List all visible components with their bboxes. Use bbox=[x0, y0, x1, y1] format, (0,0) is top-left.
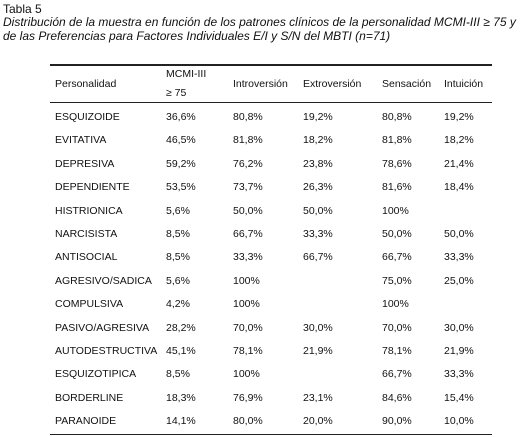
cell-value: 100% bbox=[382, 204, 409, 217]
cell-value: 81,6% bbox=[382, 181, 412, 194]
cell-value: 8,5% bbox=[166, 368, 190, 381]
bottom-rule bbox=[50, 434, 492, 435]
cell-value: 45,1% bbox=[166, 345, 196, 357]
column-header: Personalidad bbox=[55, 78, 117, 90]
cell-value: 25,0% bbox=[444, 274, 474, 287]
row-label: COMPULSIVA bbox=[55, 298, 124, 311]
cell-value: 70,0% bbox=[382, 321, 412, 334]
header-rule bbox=[50, 102, 492, 103]
cell-value: 46,5% bbox=[166, 134, 196, 147]
cell-value: 18,2% bbox=[444, 134, 474, 147]
row-label: NARCISISTA bbox=[55, 228, 118, 240]
cell-value: 8,5% bbox=[166, 251, 190, 264]
cell-value: 100% bbox=[382, 298, 409, 311]
row-label: AGRESIVO/SADICA bbox=[55, 274, 152, 287]
row-label: ESQUIZOTIPICA bbox=[55, 368, 137, 381]
cell-value: 33,3% bbox=[444, 368, 474, 381]
table-label: Tabla 5 bbox=[3, 2, 42, 16]
cell-value: 5,6% bbox=[166, 274, 190, 287]
cell-value: 81,8% bbox=[233, 134, 263, 147]
cell-value: 75,0% bbox=[382, 274, 412, 287]
cell-value: 50,0% bbox=[233, 204, 263, 217]
row-label: PASIVO/AGRESIVA bbox=[55, 321, 150, 334]
column-header: Sensación bbox=[382, 78, 432, 90]
top-rule bbox=[50, 64, 492, 66]
cell-value: 21,9% bbox=[444, 345, 474, 357]
cell-value: 78,1% bbox=[382, 345, 412, 357]
cell-value: 26,3% bbox=[303, 181, 333, 194]
cell-value: 66,7% bbox=[303, 251, 333, 264]
cell-value: 33,3% bbox=[233, 251, 263, 264]
cell-value: 84,6% bbox=[382, 391, 412, 404]
cell-value: 59,2% bbox=[166, 157, 196, 170]
cell-value: 66,7% bbox=[382, 368, 412, 381]
cell-value: 18,3% bbox=[166, 391, 196, 404]
cell-value: 100% bbox=[233, 274, 260, 287]
cell-value: 14,1% bbox=[166, 415, 196, 428]
row-label: DEPRESIVA bbox=[55, 157, 115, 170]
row-label: BORDERLINE bbox=[55, 391, 124, 404]
cell-value: 50,0% bbox=[444, 228, 474, 240]
cell-value: 21,9% bbox=[303, 345, 333, 357]
cell-value: 81,8% bbox=[382, 134, 412, 147]
row-label: PARANOIDE bbox=[55, 415, 117, 428]
cell-value: 50,0% bbox=[382, 228, 412, 240]
cell-value: 76,2% bbox=[233, 157, 263, 170]
column-header: Intuición bbox=[444, 78, 484, 90]
cell-value: 66,7% bbox=[233, 228, 263, 240]
cell-value: 66,7% bbox=[382, 251, 412, 264]
cell-value: 80,8% bbox=[382, 111, 412, 123]
cell-value: 78,1% bbox=[233, 345, 263, 357]
row-label: EVITATIVA bbox=[55, 134, 107, 147]
cell-value: 33,3% bbox=[303, 228, 333, 240]
cell-value: 50,0% bbox=[303, 204, 333, 217]
cell-value: 30,0% bbox=[303, 321, 333, 334]
cell-value: 19,2% bbox=[444, 111, 474, 123]
cell-value: 53,5% bbox=[166, 181, 196, 194]
cell-value: 90,0% bbox=[382, 415, 412, 428]
cell-value: 73,7% bbox=[233, 181, 263, 194]
row-label: ESQUIZOIDE bbox=[55, 111, 120, 123]
cell-value: 18,4% bbox=[444, 181, 474, 194]
cell-value: 8,5% bbox=[166, 228, 190, 240]
cell-value: 76,9% bbox=[233, 391, 263, 404]
cell-value: 28,2% bbox=[166, 321, 196, 334]
row-label: DEPENDIENTE bbox=[55, 181, 130, 194]
cell-value: 70,0% bbox=[233, 321, 263, 334]
column-header: Introversión bbox=[233, 78, 288, 90]
cell-value: 5,6% bbox=[166, 204, 190, 217]
row-label: ANTISOCIAL bbox=[55, 251, 118, 264]
cell-value: 80,8% bbox=[233, 111, 263, 123]
cell-value: 33,3% bbox=[444, 251, 474, 264]
cell-value: 36,6% bbox=[166, 111, 196, 123]
cell-value: 23,1% bbox=[303, 391, 333, 404]
cell-value: 18,2% bbox=[303, 134, 333, 147]
cell-value: 100% bbox=[233, 368, 260, 381]
cell-value: 23,8% bbox=[303, 157, 333, 170]
row-label: HISTRIONICA bbox=[55, 204, 123, 217]
cell-value: 19,2% bbox=[303, 111, 333, 123]
cell-value: 20,0% bbox=[303, 415, 333, 428]
cell-value: 80,0% bbox=[233, 415, 263, 428]
cell-value: 4,2% bbox=[166, 298, 190, 311]
cell-value: 100% bbox=[233, 298, 260, 311]
row-label: AUTODESTRUCTIVA bbox=[55, 345, 158, 357]
table-caption: Distribución de la muestra en función de… bbox=[3, 15, 516, 43]
cell-value: 10,0% bbox=[444, 415, 474, 428]
column-header: MCMI-III ≥ 75 bbox=[166, 68, 207, 99]
cell-value: 21,4% bbox=[444, 157, 474, 170]
cell-value: 15,4% bbox=[444, 391, 474, 404]
column-header: Extroversión bbox=[303, 78, 362, 90]
cell-value: 78,6% bbox=[382, 157, 412, 170]
cell-value: 30,0% bbox=[444, 321, 474, 334]
